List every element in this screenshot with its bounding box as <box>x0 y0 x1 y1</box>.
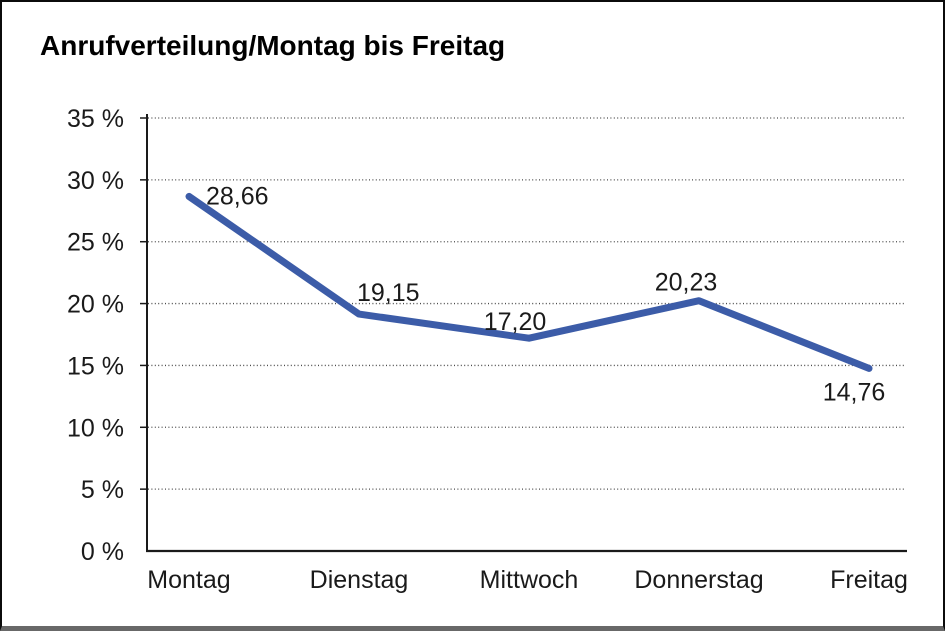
y-axis-tick-label: 5 % <box>81 476 124 504</box>
y-axis-tick-label: 35 % <box>67 105 124 133</box>
y-axis-tick-label: 25 % <box>67 229 124 257</box>
x-axis-category-label: Mittwoch <box>480 566 579 594</box>
x-axis-category-label: Dienstag <box>310 566 409 594</box>
y-axis-tick-label: 0 % <box>81 538 124 566</box>
x-axis-category-label: Montag <box>147 566 230 594</box>
chart-title: Anrufverteilung/Montag bis Freitag <box>40 30 506 61</box>
y-axis-tick-label: 15 % <box>67 352 124 380</box>
x-axis-category-label: Donnerstag <box>634 566 763 594</box>
y-axis-tick-label: 20 % <box>67 291 124 319</box>
data-point-label: 17,20 <box>484 308 547 336</box>
y-axis-tick-label: 30 % <box>67 167 124 195</box>
data-point-label: 14,76 <box>823 378 886 406</box>
data-point-label: 19,15 <box>357 279 420 307</box>
series-line <box>185 192 873 372</box>
x-axis-category-label: Freitag <box>830 566 908 594</box>
data-point-label: 28,66 <box>206 182 269 210</box>
y-axis-tick-label: 10 % <box>67 414 124 442</box>
data-point-label: 20,23 <box>655 269 718 297</box>
